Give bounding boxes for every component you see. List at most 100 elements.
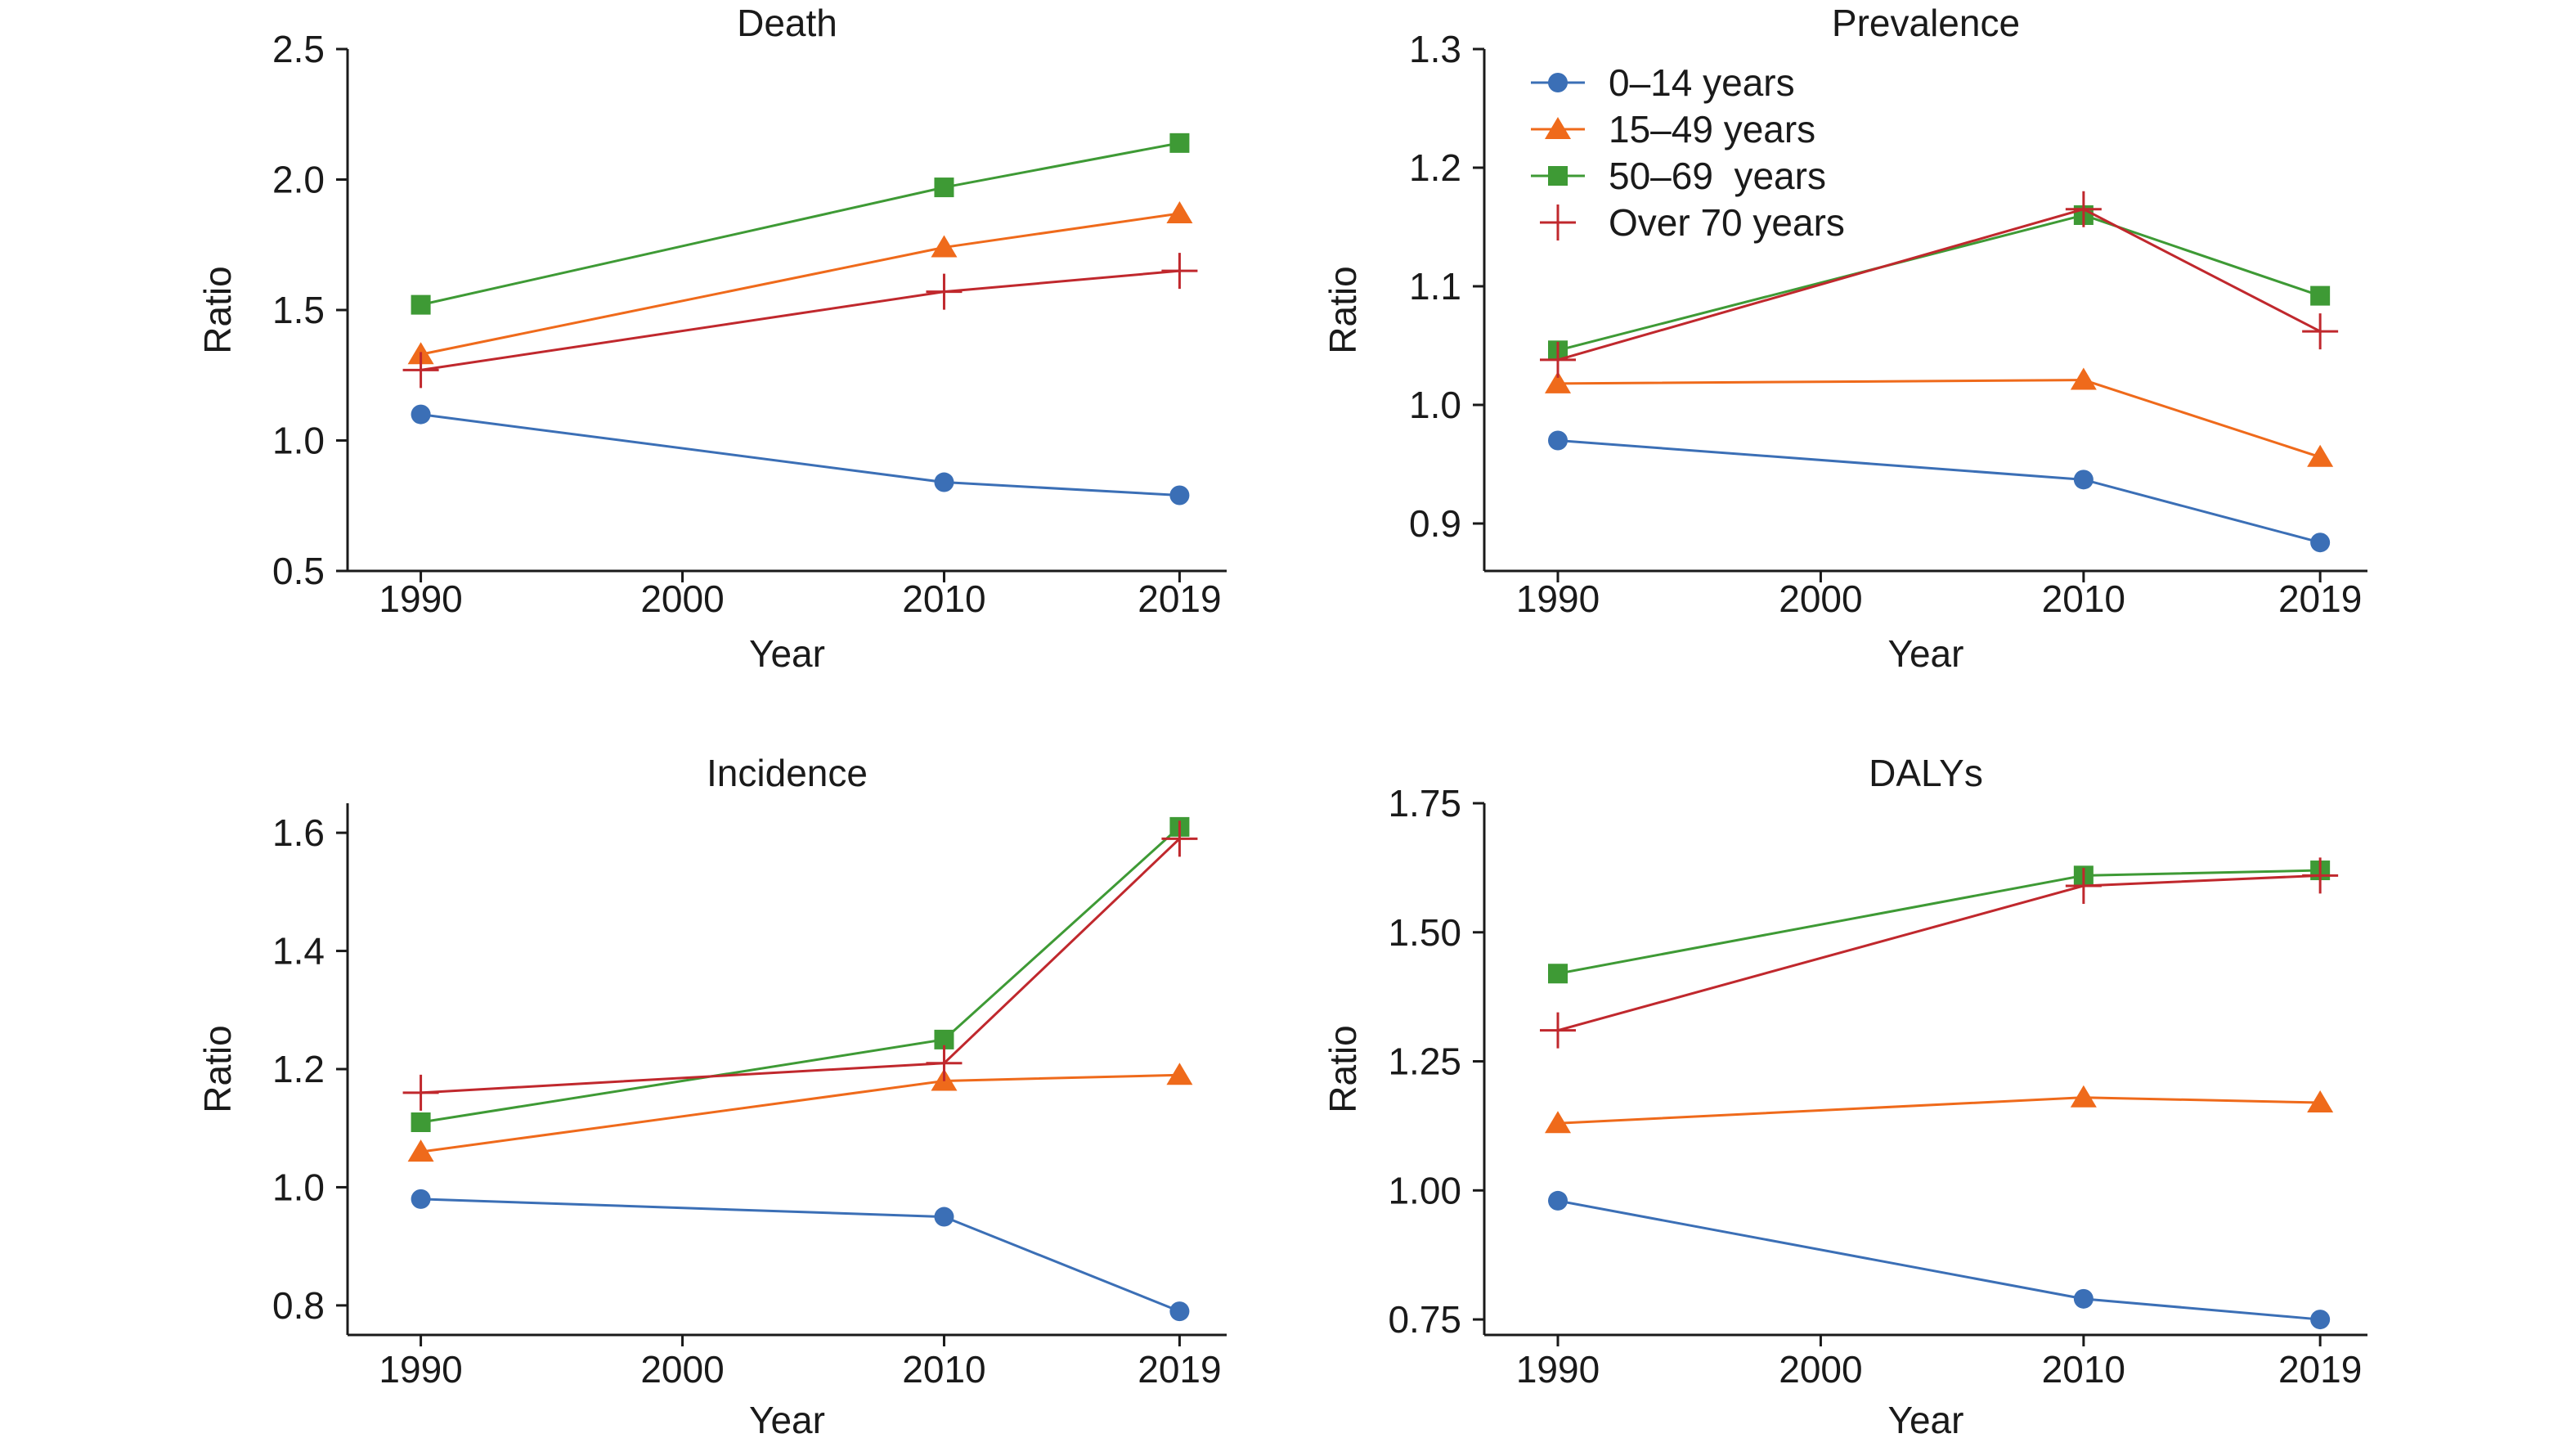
dalys-x-tick-label: 2000 — [1779, 1348, 1862, 1391]
prevalence-panel: Prevalence 0.9 1.0 1.1 1.2 1.3 1990 2000 2010 201… — [1322, 2, 2367, 675]
prevalence-x-axis-label: Year — [1888, 632, 1964, 675]
incidence-point-over-70-years — [1161, 820, 1198, 857]
death-x-axis-label: Year — [749, 632, 825, 675]
dalys-series-line-50-69-years — [1557, 869, 2321, 975]
death-y-tick-label: 2.0 — [272, 159, 325, 201]
death-point-over-70-years — [402, 352, 439, 389]
dalys-y-tick-label: 1.25 — [1388, 1040, 1461, 1083]
prevalence-x-tick-label: 1990 — [1516, 577, 1600, 620]
dalys-y-tick-label: 1.75 — [1388, 782, 1461, 825]
dalys-y-tick-label: 1.00 — [1388, 1169, 1461, 1211]
prevalence-point-over-70-years — [2065, 191, 2102, 227]
death-y-tick-label: 1.5 — [272, 289, 325, 331]
dalys-point-0-14-years — [2310, 1310, 2331, 1330]
incidence-y-tick-label: 1.2 — [272, 1048, 325, 1090]
death-x-tick-label: 2000 — [640, 577, 724, 620]
incidence-x-tick-label: 2019 — [1138, 1348, 1221, 1391]
incidence-x-tick-label: 2000 — [640, 1348, 724, 1391]
legend-50-69-years-marker — [1548, 166, 1568, 186]
prevalence-point-15-49-years — [2070, 367, 2097, 390]
incidence-point-0-14-years — [411, 1189, 431, 1209]
dalys-y-axis-label: Ratio — [1322, 1025, 1364, 1112]
incidence-point-over-70-years — [926, 1045, 963, 1081]
death-series-line-0-14-years — [420, 413, 1180, 497]
prevalence-y-tick-label: 1.0 — [1409, 384, 1461, 426]
incidence-y-tick-label: 1.6 — [272, 811, 325, 854]
death-title: Death — [737, 2, 837, 44]
prevalence-point-0-14-years — [2310, 533, 2331, 553]
death-x-tick-label: 2010 — [902, 577, 985, 620]
death-point-over-70-years — [1161, 253, 1198, 290]
incidence-x-axis-label: Year — [749, 1399, 825, 1441]
legend-15-49-years-marker — [1545, 117, 1571, 139]
incidence-x-tick-label: 1990 — [379, 1348, 462, 1391]
legend-over-70-years-marker — [1540, 204, 1576, 240]
dalys-y-tick-label: 0.75 — [1388, 1298, 1461, 1341]
dalys-series-line-0-14-years — [1557, 1199, 2321, 1321]
incidence-y-axis-label: Ratio — [196, 1025, 239, 1112]
prevalence-x-tick-label: 2019 — [2278, 577, 2362, 620]
death-point-50-69-years — [411, 294, 431, 315]
death-series-line-15-49-years — [420, 212, 1180, 356]
dalys-point-15-49-years — [2070, 1085, 2097, 1108]
incidence-series-line-0-14-years — [420, 1198, 1180, 1313]
dalys-x-tick-label: 2010 — [2042, 1348, 2125, 1391]
incidence-x-tick-label: 2010 — [902, 1348, 985, 1391]
prevalence-point-15-49-years — [2307, 444, 2334, 467]
incidence-y-tick-label: 1.0 — [272, 1166, 325, 1208]
death-y-tick-label: 0.5 — [272, 550, 325, 592]
death-x-tick-label: 1990 — [379, 577, 462, 620]
prevalence-y-tick-label: 1.1 — [1409, 265, 1461, 308]
prevalence-point-0-14-years — [1548, 430, 1568, 451]
prevalence-point-15-49-years — [1545, 371, 1571, 393]
death-y-axis-label: Ratio — [196, 266, 239, 353]
incidence-y-tick-label: 0.8 — [272, 1284, 325, 1327]
legend-50-69-years-label: 50–69 years — [1609, 155, 1826, 197]
death-point-50-69-years — [934, 178, 954, 198]
incidence-y-tick-label: 1.4 — [272, 930, 325, 973]
death-point-0-14-years — [411, 404, 431, 425]
incidence-point-0-14-years — [934, 1207, 954, 1227]
incidence-series-line-over-70-years — [420, 838, 1181, 1094]
prevalence-series-line-0-14-years — [1557, 439, 2321, 544]
prevalence-point-over-70-years — [2302, 313, 2339, 350]
prevalence-x-tick-label: 2010 — [2042, 577, 2125, 620]
death-series-line-over-70-years — [420, 269, 1180, 371]
dalys-series-line-15-49-years — [1557, 1096, 2321, 1125]
dalys-x-tick-label: 2019 — [2278, 1348, 2362, 1391]
prevalence-y-tick-label: 1.3 — [1409, 28, 1461, 70]
incidence-point-15-49-years — [407, 1139, 434, 1162]
prevalence-title: Prevalence — [1832, 2, 2020, 44]
incidence-title: Incidence — [707, 752, 868, 794]
incidence-point-0-14-years — [1169, 1301, 1190, 1322]
dalys-point-15-49-years — [2307, 1090, 2334, 1113]
prevalence-y-tick-label: 1.2 — [1409, 146, 1461, 189]
dalys-x-axis-label: Year — [1888, 1399, 1964, 1441]
prevalence-point-over-70-years — [1540, 341, 1576, 378]
dalys-point-0-14-years — [2073, 1288, 2094, 1309]
dalys-title: DALYs — [1869, 752, 1983, 794]
dalys-panel: DALYs 0.75 1.00 1.25 1.50 1.75 1990 2000 2010 201… — [1322, 752, 2367, 1441]
dalys-point-over-70-years — [2065, 867, 2102, 904]
prevalence-series-line-15-49-years — [1557, 379, 2321, 459]
legend-over-70-years-label: Over 70 years — [1609, 201, 1845, 244]
legend-0-14-years-marker — [1548, 73, 1568, 92]
prevalence-x-tick-label: 2000 — [1779, 577, 1862, 620]
death-point-over-70-years — [926, 273, 963, 310]
prevalence-y-tick-label: 0.9 — [1409, 502, 1461, 545]
incidence-point-15-49-years — [1166, 1063, 1193, 1085]
dalys-point-over-70-years — [2302, 857, 2339, 894]
death-point-15-49-years — [931, 235, 958, 258]
dalys-point-50-69-years — [1548, 964, 1568, 984]
dalys-point-0-14-years — [1548, 1190, 1568, 1211]
legend-0-14-years-label: 0–14 years — [1609, 61, 1795, 104]
death-point-0-14-years — [1169, 485, 1190, 506]
incidence-point-50-69-years — [411, 1112, 431, 1132]
death-point-0-14-years — [934, 472, 954, 492]
dalys-y-tick-label: 1.50 — [1388, 911, 1461, 954]
dalys-x-tick-label: 1990 — [1516, 1348, 1600, 1391]
death-y-tick-label: 2.5 — [272, 28, 325, 70]
prevalence-point-50-69-years — [2310, 285, 2331, 306]
